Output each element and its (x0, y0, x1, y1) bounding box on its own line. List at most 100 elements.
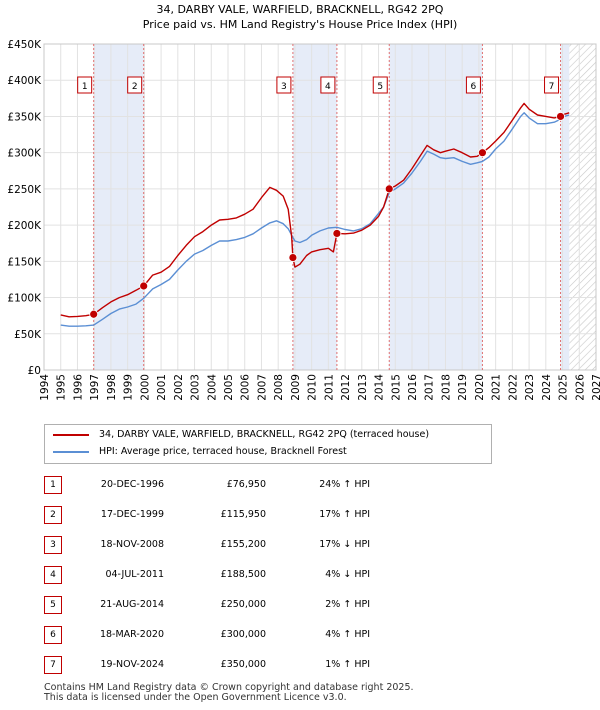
transaction-point (139, 281, 149, 291)
x-tick-label: 2023 (524, 374, 536, 401)
transaction-hpi-change: 24% ↑ HPI (319, 479, 370, 490)
footer-line-licence: This data is licensed under the Open Gov… (44, 692, 347, 703)
transaction-price: £300,000 (220, 629, 266, 640)
x-tick-label: 1997 (89, 374, 101, 401)
transaction-label-box (544, 76, 560, 94)
transaction-hpi-change: 1% ↑ HPI (325, 659, 370, 670)
y-tick-label: £50K (14, 329, 42, 341)
transaction-label-box (77, 76, 93, 94)
x-tick-label: 2005 (223, 374, 235, 401)
table-row: 1 20-DEC-1996 £76,950 24% ↑ HPI (44, 476, 404, 494)
legend-label-property: 34, DARBY VALE, WARFIELD, BRACKNELL, RG4… (99, 429, 430, 440)
x-tick-label: 2019 (457, 374, 469, 401)
x-tick-label: 2000 (139, 374, 151, 401)
x-tick-label: 2012 (340, 374, 352, 401)
x-tick-label: 2026 (574, 374, 586, 401)
table-row: 2 17-DEC-1999 £115,950 17% ↑ HPI (44, 506, 404, 524)
x-tick-label: 2001 (156, 374, 168, 401)
transaction-point (89, 309, 99, 319)
transaction-label-box (127, 76, 143, 94)
x-tick-label: 2003 (190, 374, 202, 401)
x-tick-label: 1999 (123, 374, 135, 401)
transaction-label: 2 (132, 82, 138, 92)
x-tick-label: 2024 (541, 374, 553, 401)
x-tick-label: 2006 (240, 374, 252, 401)
table-row: 3 18-NOV-2008 £155,200 17% ↓ HPI (44, 536, 404, 554)
y-tick-label: £200K (7, 220, 42, 232)
transaction-label: 3 (281, 82, 287, 92)
transaction-hpi-change: 4% ↑ HPI (325, 629, 370, 640)
legend-swatch-property (53, 434, 89, 436)
x-tick-label: 2008 (273, 374, 285, 401)
transaction-label-box (465, 76, 481, 94)
future-hatched-area (569, 44, 596, 370)
transaction-price: £76,950 (226, 479, 266, 490)
transaction-label: 4 (325, 82, 331, 92)
x-tick-label: 1996 (72, 374, 84, 401)
transaction-date: 19-NOV-2024 (100, 659, 164, 670)
y-tick-label: £350K (7, 111, 42, 123)
transaction-label-box (320, 76, 336, 94)
transaction-number-badge: 4 (44, 566, 62, 584)
transaction-date: 20-DEC-1996 (100, 479, 164, 490)
chart-title: 34, DARBY VALE, WARFIELD, BRACKNELL, RG4… (157, 3, 444, 16)
transaction-date: 18-NOV-2008 (100, 539, 164, 550)
table-row: 5 21-AUG-2014 £250,000 2% ↑ HPI (44, 596, 404, 614)
legend-swatch-hpi (53, 451, 89, 453)
transaction-number-badge: 7 (44, 656, 62, 674)
transaction-number-badge: 5 (44, 596, 62, 614)
x-tick-label: 2015 (390, 374, 402, 401)
transaction-price: £115,950 (220, 509, 266, 520)
transaction-label-box (372, 76, 388, 94)
transaction-label: 7 (549, 82, 555, 92)
transaction-price: £250,000 (220, 599, 266, 610)
x-tick-label: 2007 (256, 374, 268, 401)
transaction-point (478, 148, 487, 158)
x-tick-label: 2018 (440, 374, 452, 401)
x-tick-label: 2025 (558, 374, 570, 401)
transaction-date: 21-AUG-2014 (100, 599, 164, 610)
y-tick-label: £250K (7, 184, 42, 196)
y-tick-label: £100K (7, 293, 42, 305)
transaction-date: 17-DEC-1999 (100, 509, 164, 520)
legend-label-hpi: HPI: Average price, terraced house, Brac… (99, 446, 347, 457)
transaction-price: £350,000 (220, 659, 266, 670)
transaction-point (332, 229, 342, 238)
transaction-point (288, 253, 298, 262)
table-row: 4 04-JUL-2011 £188,500 4% ↓ HPI (44, 566, 404, 584)
y-tick-label: £150K (7, 256, 42, 268)
x-tick-label: 2022 (507, 374, 519, 401)
transaction-price: £188,500 (220, 569, 266, 580)
x-tick-label: 2002 (173, 374, 185, 401)
transaction-label: 1 (82, 82, 88, 92)
x-tick-label: 2020 (474, 374, 486, 401)
transaction-label-box (276, 76, 292, 94)
transaction-number-badge: 3 (44, 536, 62, 554)
transaction-hpi-change: 4% ↓ HPI (325, 569, 370, 580)
x-tick-label: 2016 (407, 374, 419, 401)
chart-area: 34, DARBY VALE, WARFIELD, BRACKNELL, RG4… (7, 3, 600, 401)
x-tick-label: 2021 (491, 374, 503, 401)
x-tick-label: 2004 (206, 374, 218, 401)
holding-span (292, 44, 337, 370)
footer-line-copyright: Contains HM Land Registry data © Crown c… (44, 682, 414, 693)
transaction-number-badge: 6 (44, 626, 62, 644)
holding-span (93, 44, 144, 370)
plot-frame (43, 43, 597, 371)
x-tick-label: 1995 (56, 374, 68, 401)
table-row: 7 19-NOV-2024 £350,000 1% ↑ HPI (44, 656, 404, 674)
transaction-label: 5 (377, 82, 383, 92)
footer-attribution: Contains HM Land Registry data © Crown c… (44, 683, 414, 703)
x-tick-label: 2011 (323, 374, 335, 401)
price-chart: 34, DARBY VALE, WARFIELD, BRACKNELL, RG4… (7, 3, 600, 401)
holding-span (389, 44, 483, 370)
series-line-hpi (60, 112, 570, 327)
transaction-hpi-change: 2% ↑ HPI (325, 599, 370, 610)
transaction-label: 6 (471, 82, 477, 92)
x-tick-label: 2017 (424, 374, 436, 401)
y-tick-label: £450K (7, 39, 42, 51)
y-tick-label: £400K (7, 75, 42, 87)
table-row: 6 18-MAR-2020 £300,000 4% ↑ HPI (44, 626, 404, 644)
x-tick-label: 2009 (290, 374, 302, 401)
chart-subtitle: Price paid vs. HM Land Registry's House … (143, 18, 458, 31)
